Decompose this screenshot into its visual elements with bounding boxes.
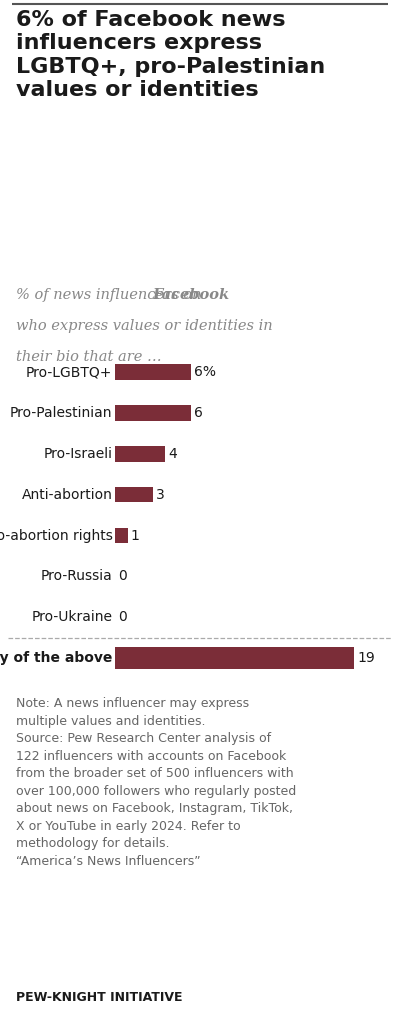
Text: 0: 0 <box>118 610 127 624</box>
Text: Pro-LGBTQ+: Pro-LGBTQ+ <box>26 365 112 379</box>
Text: Pro-Israeli: Pro-Israeli <box>44 447 112 461</box>
Text: their bio that are …: their bio that are … <box>16 350 162 364</box>
Text: 1: 1 <box>131 528 140 543</box>
Text: 6% of Facebook news
influencers express
LGBTQ+, pro-Palestinian
values or identi: 6% of Facebook news influencers express … <box>16 10 325 100</box>
Text: % of news influencers on: % of news influencers on <box>16 288 206 303</box>
Text: 19: 19 <box>357 651 375 665</box>
Text: Note: A news influencer may express
multiple values and identities.
Source: Pew : Note: A news influencer may express mult… <box>16 697 296 868</box>
Bar <box>115 405 190 421</box>
Text: 3: 3 <box>156 487 165 502</box>
Text: Pro-Russia: Pro-Russia <box>41 569 112 584</box>
Bar <box>115 364 190 380</box>
Text: 6: 6 <box>194 406 202 420</box>
Bar <box>115 647 354 669</box>
Bar <box>115 446 165 462</box>
Text: 4: 4 <box>168 447 177 461</box>
Text: 0: 0 <box>118 569 127 584</box>
Bar <box>115 527 128 544</box>
Text: Pro-abortion rights: Pro-abortion rights <box>0 528 112 543</box>
Text: Pro-Ukraine: Pro-Ukraine <box>32 610 112 624</box>
Text: Any of the above: Any of the above <box>0 651 112 665</box>
Text: who express values or identities in: who express values or identities in <box>16 319 273 333</box>
Text: Anti-abortion: Anti-abortion <box>22 487 112 502</box>
Text: Pro-Palestinian: Pro-Palestinian <box>10 406 112 420</box>
Text: 6%: 6% <box>194 365 216 379</box>
Bar <box>115 486 153 503</box>
Text: Facebook: Facebook <box>152 288 229 303</box>
Text: PEW-KNIGHT INITIATIVE: PEW-KNIGHT INITIATIVE <box>16 990 182 1004</box>
